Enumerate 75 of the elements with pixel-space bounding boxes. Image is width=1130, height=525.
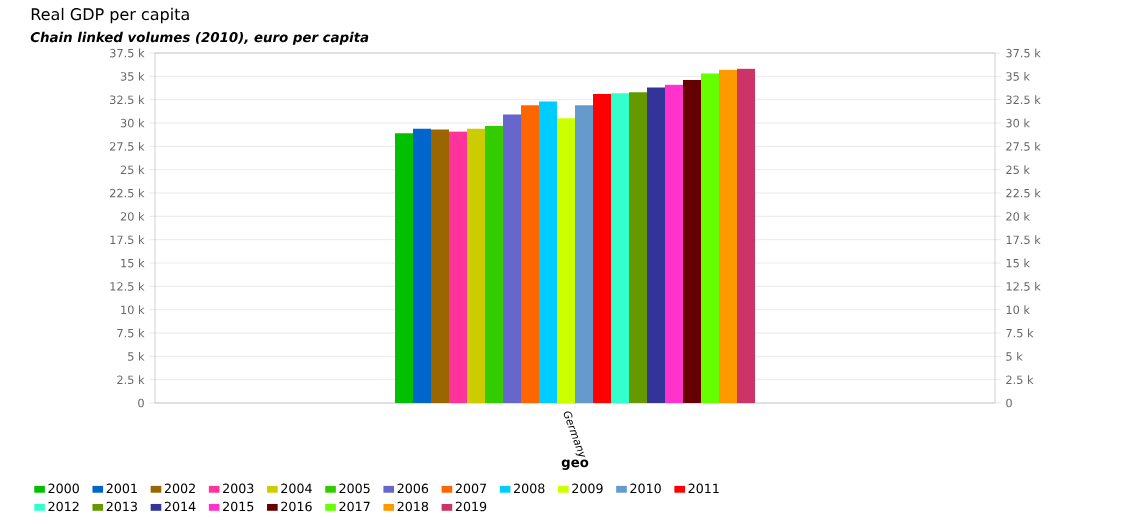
text: 27.5 k	[1006, 141, 1041, 151]
x-axis-title: geo	[561, 459, 589, 470]
legend-label: 2015	[223, 501, 254, 512]
y-tick-label: 7.5 k	[117, 328, 145, 338]
text: 37.5 k	[1006, 48, 1041, 58]
bar	[521, 105, 540, 404]
bar	[467, 128, 486, 404]
y-tick-label: 27.5 k	[110, 141, 145, 151]
bar	[449, 131, 468, 404]
y-tick-label: 32.5 k	[110, 95, 145, 105]
legend-label: 2000	[48, 483, 79, 494]
text: 12.5 k	[1006, 281, 1041, 291]
y-tick-label: 22.5 k	[110, 188, 145, 198]
bar	[431, 129, 450, 404]
y-tick-label: 12.5 k	[110, 281, 145, 291]
legend-label: 2016	[281, 501, 312, 512]
legend-label: 2008	[514, 483, 545, 494]
y-tick-label: 30 k	[120, 118, 145, 128]
legend-label: 2001	[106, 483, 137, 494]
text: 15 k	[1006, 258, 1030, 268]
legend-label: 2012	[48, 501, 79, 512]
bar	[629, 92, 648, 404]
bar	[557, 118, 576, 404]
bar	[503, 114, 522, 404]
bar	[647, 87, 666, 404]
bar	[611, 93, 630, 404]
y-tick-label: 20 k	[120, 211, 145, 221]
bar	[413, 128, 431, 404]
text: 20 k	[1006, 211, 1030, 221]
text: 10 k	[1006, 305, 1030, 315]
y-tick-label: 2.5 k	[117, 375, 145, 385]
bar	[539, 101, 558, 404]
legend-label: 2009	[572, 483, 603, 494]
legend-label: 2003	[223, 483, 254, 494]
bar	[665, 84, 684, 404]
bar	[575, 105, 594, 404]
text: 35 k	[1006, 71, 1030, 81]
text: 17.5 k	[1006, 235, 1041, 245]
y-tick-label: 0	[138, 398, 144, 408]
legend-label: 2018	[397, 501, 429, 512]
legend-label: 2019	[455, 501, 487, 512]
y-tick-label: 25 k	[120, 165, 145, 175]
text: 7.5 k	[1006, 328, 1034, 338]
bar	[395, 133, 413, 404]
text: 5 k	[1006, 351, 1023, 361]
y-tick-label: 5 k	[128, 351, 145, 361]
bar	[683, 80, 702, 404]
legend-label: 2014	[164, 501, 196, 512]
bar	[719, 69, 738, 404]
legend-label: 2013	[106, 501, 137, 512]
y-tick-label: 17.5 k	[110, 235, 145, 245]
y-tick-label: 15 k	[121, 258, 145, 268]
bar	[737, 68, 756, 404]
bar	[485, 125, 504, 404]
text: 22.5 k	[1006, 188, 1041, 198]
legend-label: 2004	[281, 483, 312, 494]
legend-label: 2002	[164, 483, 195, 494]
chart-subtitle: Chain linked volumes (2010), euro per capita	[30, 31, 369, 45]
bar	[593, 94, 612, 404]
text: 0	[1006, 398, 1012, 408]
text: 25 k	[1006, 165, 1030, 175]
text: 32.5 k	[1006, 95, 1041, 105]
legend-label: 2010	[630, 483, 661, 494]
legend-label: 2011	[688, 483, 719, 494]
y-tick-label: 37.5 k	[110, 48, 145, 58]
y-tick-label: 10 k	[121, 305, 145, 315]
y-tick-label: 35 k	[120, 71, 145, 81]
bar	[701, 73, 720, 404]
chart-title: Real GDP per capita	[31, 7, 189, 24]
legend-label: 2017	[339, 501, 370, 512]
text: 2.5 k	[1006, 375, 1034, 385]
legend-label: 2006	[397, 483, 429, 494]
legend-label: 2005	[339, 483, 370, 494]
text: 30 k	[1006, 118, 1030, 128]
legend-label: 2007	[455, 483, 487, 494]
